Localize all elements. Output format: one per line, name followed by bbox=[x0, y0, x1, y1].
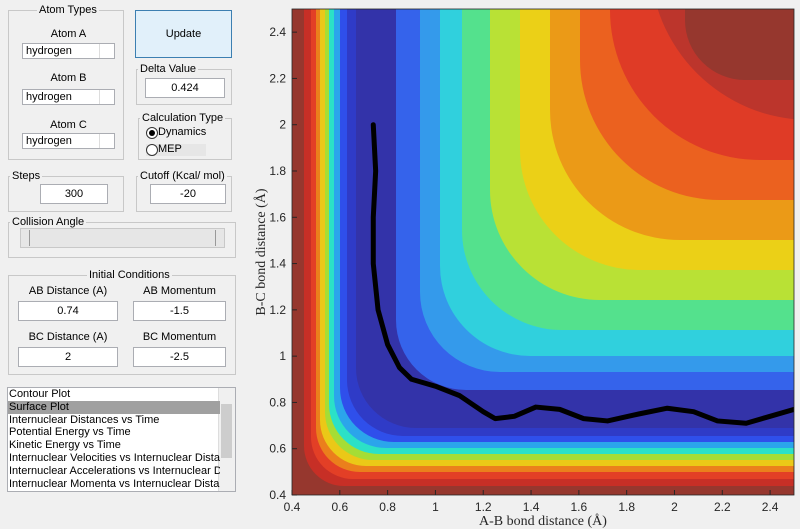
list-item[interactable]: Internuclear Momenta vs Internuclear Dis… bbox=[9, 477, 220, 490]
x-tick-label: 0.6 bbox=[331, 500, 348, 514]
plot-listbox[interactable]: Contour Plot Surface Plot Internuclear Dis… bbox=[7, 387, 236, 492]
plot-frame bbox=[291, 8, 795, 496]
y-tick-label: 1.6 bbox=[269, 210, 286, 224]
contour-band bbox=[685, 9, 794, 80]
list-item[interactable]: Potential Energy vs Time bbox=[9, 426, 131, 439]
y-tick-label: 1.4 bbox=[269, 257, 286, 271]
y-tick-label: 2 bbox=[279, 118, 286, 132]
list-item[interactable]: Internuclear Velocities vs Internuclear … bbox=[9, 452, 220, 464]
update-button[interactable]: Update bbox=[135, 10, 232, 58]
y-axis-label: B-C bond distance (Å) bbox=[253, 188, 269, 315]
group-title: Calculation Type bbox=[140, 112, 226, 124]
x-tick-label: 1.4 bbox=[523, 500, 540, 514]
label: Atom B bbox=[50, 72, 87, 84]
x-tick-label: 0.4 bbox=[284, 500, 301, 514]
calculation-group: Calculation Type bbox=[138, 112, 232, 160]
list-item[interactable]: Kinetic Energy vs Time bbox=[9, 439, 121, 452]
x-tick-label: 2 bbox=[671, 500, 678, 514]
ab-distance-input[interactable]: 0.74 bbox=[18, 301, 118, 321]
radio-label: Dynamics bbox=[158, 126, 207, 138]
x-axis-label: A-B bond distance (Å) bbox=[479, 513, 607, 529]
label: BC Distance (A) bbox=[28, 331, 108, 343]
y-tick-label: 1.2 bbox=[269, 303, 286, 317]
radio[interactable] bbox=[146, 127, 158, 139]
bc-distance-input[interactable]: 2 bbox=[18, 347, 118, 367]
label: Atom C bbox=[50, 119, 87, 131]
label: BC Momentum bbox=[142, 331, 217, 343]
list-item[interactable]: Internuclear Accelerations vs Internucle… bbox=[9, 464, 220, 477]
radio-row bbox=[146, 144, 206, 156]
x-tick-label: 1.6 bbox=[571, 500, 588, 514]
y-tick-label: 0.6 bbox=[269, 442, 286, 456]
radio-label: MEP bbox=[158, 143, 182, 155]
collision-group: Collision Angle bbox=[8, 216, 236, 258]
group-title: Delta Value bbox=[138, 63, 199, 75]
list-item[interactable]: Surface Plot bbox=[8, 400, 220, 414]
group-title: Collision Angle bbox=[10, 216, 87, 228]
x-tick-label: 1.8 bbox=[618, 500, 635, 514]
cutoff-input[interactable]: -20 bbox=[150, 184, 226, 204]
group-title: Steps bbox=[10, 170, 43, 182]
label: AB Distance (A) bbox=[28, 285, 108, 297]
initial-group: Initial Conditions bbox=[8, 269, 236, 375]
x-tick-label: 2.4 bbox=[762, 500, 779, 514]
x-tick-label: 0.8 bbox=[379, 500, 396, 514]
bc-momentum-input[interactable]: -2.5 bbox=[133, 347, 226, 367]
group-title: Atom Types bbox=[37, 4, 99, 16]
group-title: Cutoff (Kcal/ mol) bbox=[138, 170, 227, 182]
x-tick-label: 2.2 bbox=[714, 500, 731, 514]
y-tick-label: 1 bbox=[279, 349, 286, 363]
group-title: Initial Conditions bbox=[87, 269, 172, 281]
list-item[interactable]: Internuclear Velocities vs Time bbox=[8, 490, 220, 491]
atom-types-group: Atom Types bbox=[8, 4, 124, 160]
list-item[interactable]: Contour Plot bbox=[9, 388, 71, 400]
atom-a-select[interactable]: hydrogen bbox=[22, 43, 115, 59]
atom-c-select[interactable]: hydrogen bbox=[22, 133, 115, 149]
label: AB Momentum bbox=[143, 285, 216, 297]
steps-input[interactable]: 300 bbox=[40, 184, 108, 204]
scrollbar[interactable] bbox=[218, 388, 235, 491]
y-tick-label: 2.2 bbox=[269, 71, 286, 85]
atom-b-select[interactable]: hydrogen bbox=[22, 89, 115, 105]
x-tick-label: 1.2 bbox=[475, 500, 492, 514]
y-tick-label: 1.8 bbox=[269, 164, 286, 178]
ab-momentum-input[interactable]: -1.5 bbox=[133, 301, 226, 321]
y-tick-label: 0.8 bbox=[269, 395, 286, 409]
trajectory bbox=[370, 122, 794, 426]
cutoff-group: Cutoff (Kcal/ mol) bbox=[136, 170, 232, 212]
x-tick-label: 1 bbox=[432, 500, 439, 514]
y-tick-label: 2.4 bbox=[269, 25, 286, 39]
label: Atom A bbox=[50, 28, 87, 40]
delta-input[interactable]: 0.424 bbox=[145, 78, 225, 98]
radio[interactable] bbox=[146, 144, 158, 156]
list-item[interactable]: Internuclear Distances vs Time bbox=[9, 413, 160, 426]
y-tick-label: 0.4 bbox=[269, 488, 286, 502]
steps-group: Steps bbox=[8, 170, 124, 212]
slider[interactable] bbox=[20, 228, 225, 248]
delta-group: Delta Value bbox=[136, 63, 232, 105]
